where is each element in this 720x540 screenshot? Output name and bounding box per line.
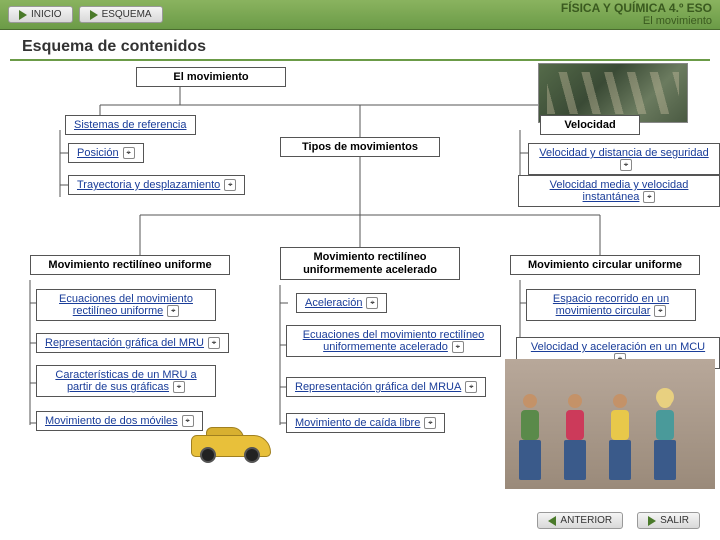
diagram-canvas: El movimiento Sistemas de referencia Vel… [0,65,720,535]
node-tipos: Tipos de movimientos [280,137,440,157]
cursor-icon: ⌖ [620,159,632,171]
section-title: Esquema de contenidos [10,30,710,61]
node-aceleracion[interactable]: Aceleración⌖ [296,293,387,313]
node-caida[interactable]: Movimiento de caída libre⌖ [286,413,445,433]
node-espacio-circ[interactable]: Espacio recorrido en un movimiento circu… [526,289,696,321]
node-vel-dist[interactable]: Velocidad y distancia de seguridad⌖ [528,143,720,175]
cursor-icon: ⌖ [208,337,220,349]
anterior-label: ANTERIOR [560,515,612,526]
arrow-left-icon [548,516,556,526]
arrow-right-icon [90,10,98,20]
cursor-icon: ⌖ [173,381,185,393]
topic-title: El movimiento [561,15,712,27]
arrow-right-icon [648,516,656,526]
cursor-icon: ⌖ [167,305,179,317]
cursor-icon: ⌖ [643,191,655,203]
node-carac-mru[interactable]: Características de un MRU a partir de su… [36,365,216,397]
inicio-button[interactable]: INICIO [8,6,73,23]
cursor-icon: ⌖ [654,305,666,317]
node-mrua: Movimiento rectilíneo uniformemente acel… [280,247,460,280]
esquema-button[interactable]: ESQUEMA [79,6,163,23]
cursor-icon: ⌖ [465,381,477,393]
top-header: INICIO ESQUEMA FÍSICA Y QUÍMICA 4.º ESO … [0,0,720,30]
course-title: FÍSICA Y QUÍMICA 4.º ESO [561,2,712,15]
cursor-icon: ⌖ [366,297,378,309]
node-posicion[interactable]: Posición⌖ [68,143,144,163]
node-ecu-mrua[interactable]: Ecuaciones del movimiento rectilíneo uni… [286,325,501,357]
node-ecu-mru[interactable]: Ecuaciones del movimiento rectilíneo uni… [36,289,216,321]
header-title: FÍSICA Y QUÍMICA 4.º ESO El movimiento [561,2,712,27]
anterior-button[interactable]: ANTERIOR [537,512,623,529]
salir-button[interactable]: SALIR [637,512,700,529]
footer-nav: ANTERIOR SALIR [523,508,720,535]
cursor-icon: ⌖ [452,341,464,353]
node-root: El movimiento [136,67,286,87]
node-mcu: Movimiento circular uniforme [510,255,700,275]
car-image [186,415,281,465]
node-sistemas[interactable]: Sistemas de referencia [65,115,196,135]
runners-image [505,359,715,489]
cursor-icon: ⌖ [424,417,436,429]
salir-label: SALIR [660,515,689,526]
node-mov-dos[interactable]: Movimiento de dos móviles⌖ [36,411,203,431]
node-velocidad: Velocidad [540,115,640,135]
highway-image [538,63,688,123]
node-rep-mru[interactable]: Representación gráfica del MRU⌖ [36,333,229,353]
esquema-label: ESQUEMA [102,9,152,20]
node-mru: Movimiento rectilíneo uniforme [30,255,230,275]
cursor-icon: ⌖ [224,179,236,191]
node-vel-media[interactable]: Velocidad media y velocidad instantánea⌖ [518,175,720,207]
node-rep-mrua[interactable]: Representación gráfica del MRUA⌖ [286,377,486,397]
arrow-right-icon [19,10,27,20]
cursor-icon: ⌖ [123,147,135,159]
inicio-label: INICIO [31,9,62,20]
node-trayectoria[interactable]: Trayectoria y desplazamiento⌖ [68,175,245,195]
